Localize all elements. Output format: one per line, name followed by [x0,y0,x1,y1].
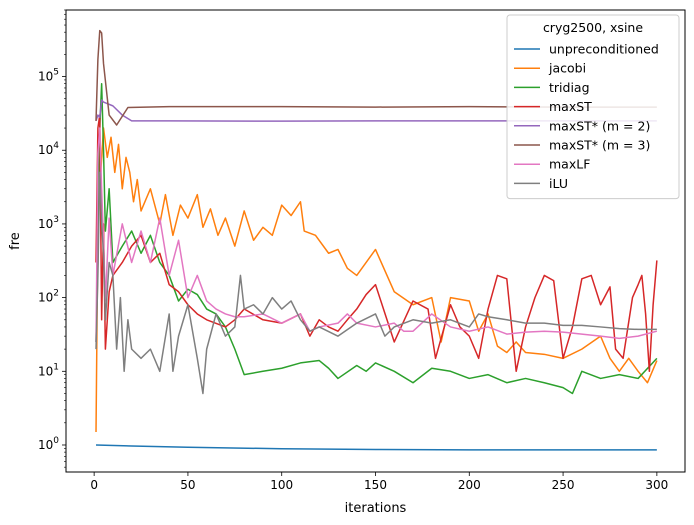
legend-entry-5: maxST* (m = 3) [549,138,650,153]
legend-entry-3: maxST [549,99,592,114]
series-line-6 [95,127,658,342]
y-tick-label: 104 [38,141,59,157]
x-tick-label: 0 [90,478,98,492]
legend-entry-7: iLU [549,176,568,191]
x-tick-label: 100 [270,478,293,492]
series-line-1 [95,127,658,433]
legend-entry-0: unpreconditioned [549,42,659,57]
series-line-5 [95,29,657,126]
legend-box [506,14,680,200]
x-tick-label: 50 [180,478,195,492]
y-tick-label: 102 [38,289,59,305]
series-line-2 [95,82,658,395]
y-axis-label: fre [8,232,23,250]
legend: cryg2500, xsine unpreconditioned jacobi tri… [506,14,680,200]
legend-title: cryg2500, xsine [543,20,643,35]
y-tick-label: 105 [38,68,59,84]
y-tick-label: 101 [38,362,59,378]
series-line-4 [95,99,657,122]
x-tick-label: 300 [645,478,668,492]
legend-entry-1: jacobi [548,61,586,76]
series-line-7 [95,171,657,395]
legend-entry-6: maxLF [549,157,590,172]
legend-entry-2: tridiag [549,80,590,95]
y-tick-label: 103 [38,215,59,231]
legend-entry-4: maxST* (m = 2) [549,118,650,133]
x-tick-label: 200 [458,478,481,492]
y-axis: 100 101 102 103 104 105 [38,9,66,468]
x-axis-label: iterations [345,501,407,516]
x-tick-label: 150 [364,478,387,492]
series-line-3 [95,114,658,373]
x-axis: 0 50 100 150 200 250 300 [90,472,668,492]
y-tick-label: 100 [38,436,59,452]
x-tick-label: 250 [552,478,575,492]
lines-layer [95,29,658,451]
series-line-0 [95,444,657,451]
